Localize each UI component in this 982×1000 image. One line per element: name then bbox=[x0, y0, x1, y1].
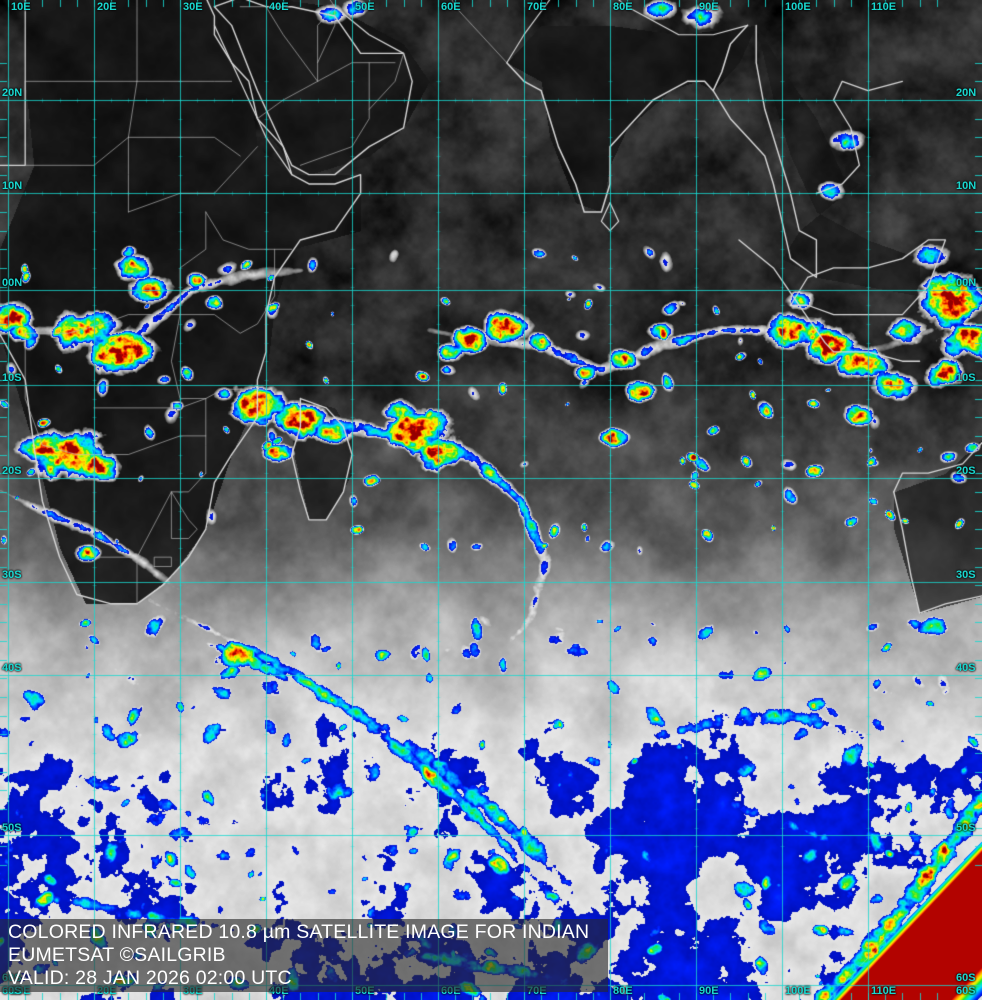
caption-line-product: COLORED INFRARED 10.8 µm SATELLITE IMAGE… bbox=[8, 921, 590, 943]
caption-line-source: EUMETSAT ©SAILGRIB bbox=[8, 944, 226, 966]
image-caption-block: COLORED INFRARED 10.8 µm SATELLITE IMAGE… bbox=[0, 919, 608, 992]
caption-line-valid-time: VALID: 28 JAN 2026 02:00 UTC bbox=[8, 967, 292, 989]
